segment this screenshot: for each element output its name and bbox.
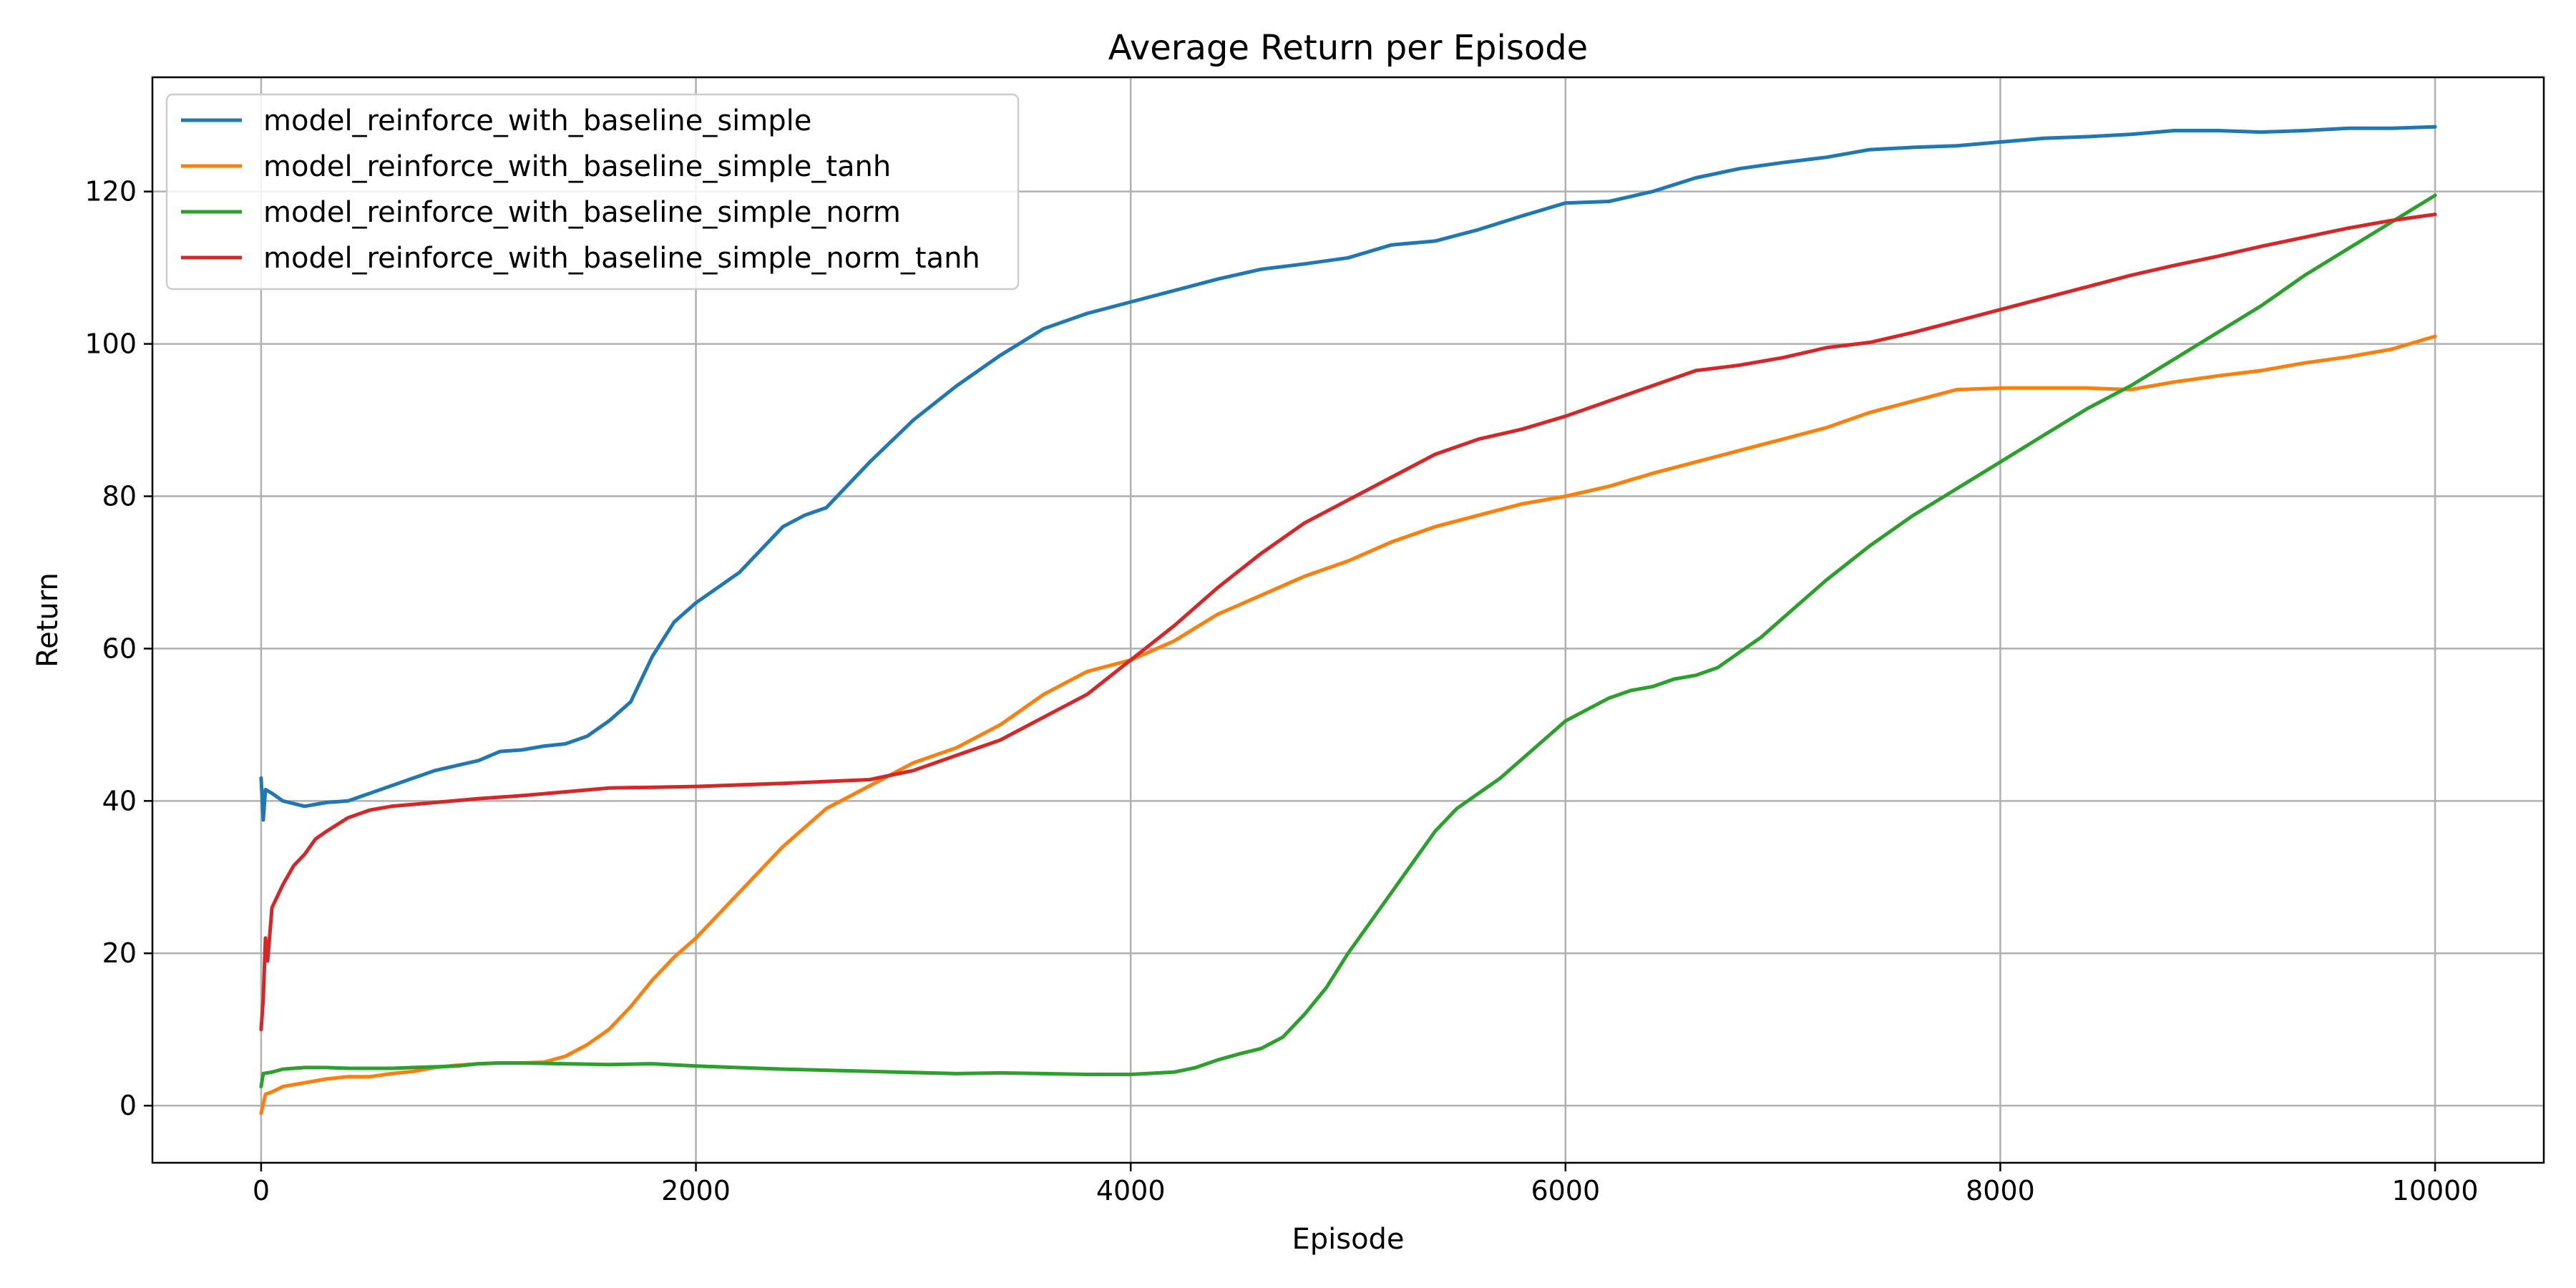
legend-label-4: model_reinforce_with_baseline_simple_nor… — [263, 242, 980, 275]
x-tick-label: 0 — [253, 1175, 270, 1206]
legend: model_reinforce_with_baseline_simplemode… — [165, 93, 1020, 291]
x-tick-label: 6000 — [1531, 1175, 1600, 1206]
y-tick-label: 120 — [84, 176, 137, 208]
y-tick-label: 20 — [102, 937, 137, 969]
x-tick-label: 2000 — [661, 1175, 731, 1206]
y-tick-label: 80 — [102, 481, 137, 512]
y-axis-label: Return — [31, 572, 64, 668]
y-tick-label: 100 — [84, 328, 137, 360]
x-tick-label: 8000 — [1966, 1175, 2035, 1206]
x-axis-label: Episode — [1292, 1223, 1404, 1256]
legend-label-2: model_reinforce_with_baseline_simple_tan… — [263, 150, 891, 183]
series-layer — [259, 125, 2437, 1116]
y-tick-label: 0 — [119, 1090, 137, 1121]
legend-label-1: model_reinforce_with_baseline_simple — [263, 104, 811, 137]
plot-frame — [151, 76, 2545, 1164]
legend-label-3: model_reinforce_with_baseline_simple_nor… — [263, 196, 901, 229]
series-line-1 — [259, 125, 2437, 822]
series-line-4 — [259, 213, 2437, 1032]
y-tick-label: 60 — [102, 633, 137, 664]
axis-ticks: 0 2000 4000 6000 8000 10000 0 20 40 60 80 100 120 — [84, 176, 2478, 1206]
chart-title: Average Return per Episode — [1108, 28, 1588, 68]
x-tick-label: 10000 — [2392, 1175, 2479, 1206]
grid-lines — [152, 77, 2544, 1163]
x-tick-label: 4000 — [1096, 1175, 1166, 1206]
y-tick-label: 40 — [102, 785, 137, 816]
series-line-3 — [259, 193, 2437, 1088]
legend-box — [165, 93, 1020, 291]
